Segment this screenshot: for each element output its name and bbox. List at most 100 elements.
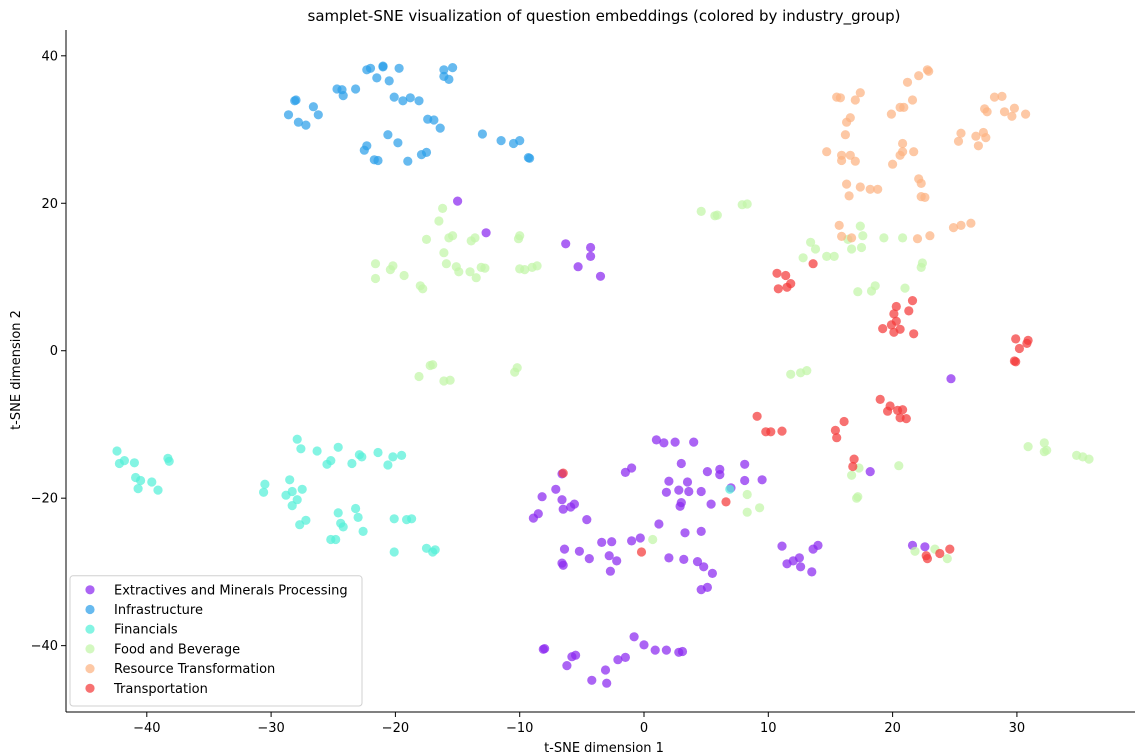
data-point	[1014, 343, 1024, 354]
data-point	[620, 467, 631, 477]
legend: Extractives and Minerals Processing Infra…	[69, 575, 363, 707]
chart-title: samplet-SNE visualization of question em…	[308, 7, 901, 26]
data-point	[966, 218, 976, 228]
data-point	[129, 458, 139, 468]
data-point	[865, 184, 875, 194]
data-point	[394, 63, 404, 73]
data-point	[558, 560, 568, 570]
series-4	[822, 65, 1031, 244]
data-point	[600, 665, 611, 675]
data-point	[421, 147, 432, 157]
data-point	[439, 248, 449, 258]
data-point	[448, 63, 458, 73]
data-point	[515, 231, 525, 241]
data-point	[540, 644, 550, 654]
data-point	[715, 470, 725, 480]
data-point	[830, 425, 841, 435]
data-point	[844, 191, 854, 201]
data-point	[551, 484, 561, 494]
data-point	[1009, 103, 1020, 113]
data-point	[477, 129, 487, 139]
data-point	[850, 156, 860, 166]
data-point	[920, 542, 930, 552]
data-point	[664, 476, 674, 486]
data-point	[388, 261, 398, 271]
data-point	[414, 371, 424, 382]
data-point	[612, 556, 622, 566]
data-point	[839, 416, 849, 427]
data-point	[856, 242, 867, 253]
data-point	[889, 309, 899, 319]
data-point	[973, 141, 984, 151]
data-point	[407, 514, 417, 524]
data-point	[370, 273, 381, 284]
data-point	[515, 264, 525, 274]
data-point	[650, 645, 660, 655]
data-point	[133, 484, 143, 494]
data-point	[388, 452, 398, 462]
data-point	[438, 203, 448, 213]
data-point	[333, 508, 343, 518]
series-2	[112, 434, 735, 557]
data-point	[1007, 111, 1017, 121]
data-point	[901, 414, 911, 424]
data-point	[810, 244, 821, 254]
data-point	[777, 426, 787, 436]
data-point	[676, 498, 686, 508]
data-point	[515, 136, 525, 146]
data-point	[453, 196, 463, 206]
data-point	[829, 251, 839, 261]
data-point	[586, 251, 596, 261]
x-tick-label: 20	[884, 721, 901, 736]
data-point	[405, 93, 415, 103]
data-point	[393, 138, 403, 148]
legend-marker	[85, 624, 95, 634]
data-point	[448, 231, 458, 241]
data-point	[112, 446, 122, 456]
data-point	[910, 546, 920, 556]
data-point	[512, 363, 522, 373]
data-point	[430, 545, 440, 555]
data-point	[847, 233, 857, 243]
data-point	[916, 178, 926, 188]
data-point	[837, 155, 847, 166]
data-point	[573, 262, 583, 272]
data-point	[696, 206, 706, 216]
data-point	[561, 239, 571, 249]
data-point	[766, 427, 776, 437]
data-point	[807, 567, 817, 577]
data-point	[904, 306, 914, 316]
data-point	[357, 452, 367, 462]
data-point	[989, 92, 1000, 102]
data-point	[398, 96, 408, 106]
axes: −40 −30 −20 −10 0 10 20 30 −40 −20 0 20 40	[31, 30, 1135, 736]
data-point	[1021, 109, 1031, 119]
data-point	[351, 503, 361, 514]
data-point	[813, 540, 823, 551]
data-point	[297, 484, 307, 494]
data-point	[855, 221, 865, 231]
data-point	[1023, 442, 1033, 452]
data-point	[888, 159, 898, 169]
y-tick-label: −40	[31, 639, 58, 654]
data-point	[1042, 445, 1052, 455]
data-point	[891, 301, 901, 312]
data-point	[313, 110, 323, 120]
data-point	[403, 156, 413, 166]
data-point	[613, 655, 623, 665]
legend-label: Food and Beverage	[114, 642, 240, 657]
data-point	[909, 329, 919, 339]
data-point	[326, 456, 336, 466]
data-point	[569, 499, 580, 509]
data-point	[806, 237, 816, 247]
legend-box	[69, 575, 363, 707]
data-point	[855, 88, 865, 98]
data-point	[895, 150, 905, 160]
data-point	[414, 96, 424, 106]
data-point	[654, 519, 664, 529]
x-tick-label: −10	[506, 721, 533, 736]
data-point	[370, 259, 381, 269]
legend-label: Extractives and Minerals Processing	[114, 583, 348, 598]
data-point	[822, 147, 832, 157]
